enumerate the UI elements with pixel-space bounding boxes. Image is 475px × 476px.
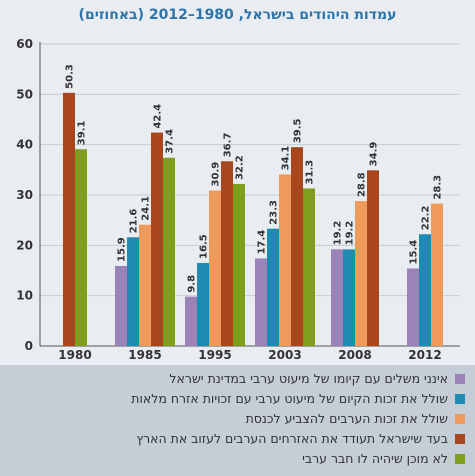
legend-swatch [455, 433, 465, 444]
y-tick-label: 40 [16, 138, 33, 152]
bar [419, 234, 431, 346]
data-label: 39.5 [293, 118, 304, 143]
bar [355, 201, 367, 346]
legend-item: בעד שישראל תעודד את האזרחים הערבים לעזוב… [136, 431, 465, 446]
legend-item: לא מוכן שיהיה לו חבר ערבי [302, 451, 465, 466]
data-label: 15.4 [409, 240, 420, 265]
bar [151, 132, 163, 346]
legend-swatch [455, 413, 465, 424]
gridlines [40, 43, 460, 297]
data-label: 15.9 [117, 237, 128, 262]
data-label: 23.3 [269, 200, 280, 225]
data-label: 30.9 [211, 162, 222, 187]
data-label: 28.3 [433, 175, 444, 200]
legend-label: שולל את זכות הערבים להצביע לכנסת [245, 411, 448, 426]
bar [75, 149, 87, 346]
bar [139, 224, 151, 346]
data-label: 34.1 [281, 146, 292, 171]
data-label: 50.3 [65, 64, 76, 89]
data-label: 22.2 [421, 206, 432, 231]
axes: 0 10 20 30 40 50 60 1980 1985 1995 2003 2008 2012 [16, 37, 460, 362]
legend-label: שולל את זכות הקיום של מיעוט ערבי עם זכוי… [131, 391, 448, 406]
y-tick-label: 50 [16, 87, 33, 101]
chart-title: עמדות היהודים בישראל, 1980–2012 (באחוזים… [78, 7, 397, 23]
data-label: 31.3 [305, 160, 316, 185]
bar [163, 157, 175, 346]
data-label: 36.7 [223, 133, 234, 158]
x-tick-label: 1995 [198, 348, 231, 362]
legend-item: שולל את זכות הקיום של מיעוט ערבי עם זכוי… [131, 391, 465, 406]
data-label: 9.8 [187, 275, 198, 293]
x-tick-label: 2008 [338, 348, 371, 362]
legend-item: אינני משלים עם קיומו של מיעוט ערבי במדינ… [169, 371, 465, 386]
legend-label: אינני משלים עם קיומו של מיעוט ערבי במדינ… [169, 371, 448, 386]
data-label: 37.4 [165, 129, 176, 154]
legend-swatch [455, 393, 465, 404]
y-tick-label: 0 [25, 339, 33, 353]
bars [63, 92, 443, 346]
bar [185, 296, 197, 346]
bar [63, 92, 75, 346]
bar [209, 190, 221, 346]
data-label: 19.2 [345, 221, 356, 246]
bar [233, 183, 245, 346]
bar [431, 203, 443, 346]
x-tick-label: 1985 [128, 348, 161, 362]
legend-swatch [455, 453, 465, 464]
bar [291, 147, 303, 346]
data-label: 39.1 [77, 120, 88, 145]
legend-label: לא מוכן שיהיה לו חבר ערבי [302, 451, 448, 466]
bar [115, 265, 127, 346]
bar [279, 174, 291, 346]
data-label: 28.8 [357, 172, 368, 197]
legend-label: בעד שישראל תעודד את האזרחים הערבים לעזוב… [136, 431, 448, 446]
bar-chart: 0 10 20 30 40 50 60 1980 1985 1995 2003 2008 2012 50… [16, 37, 460, 362]
data-label: 19.2 [333, 221, 344, 246]
data-label: 24.1 [141, 196, 152, 221]
x-tick-label: 2012 [408, 348, 441, 362]
data-label: 42.4 [153, 104, 164, 129]
bar [407, 268, 419, 346]
data-label: 16.5 [199, 234, 210, 259]
bar [367, 170, 379, 346]
data-labels: 50.339.115.921.624.142.437.49.816.530.93… [65, 64, 444, 293]
y-tick-label: 60 [16, 37, 33, 51]
y-tick-label: 20 [16, 238, 33, 252]
y-tick-label: 10 [16, 289, 33, 303]
data-label: 17.4 [257, 230, 268, 255]
data-label: 34.9 [369, 142, 380, 167]
legend: אינני משלים עם קיומו של מיעוט ערבי במדינ… [0, 365, 475, 476]
bar [267, 228, 279, 346]
x-tick-label: 2003 [268, 348, 301, 362]
bar [303, 188, 315, 346]
y-tick-label: 30 [16, 188, 33, 202]
legend-swatch [455, 373, 465, 384]
bar [343, 249, 355, 346]
bar [255, 258, 267, 346]
x-tick-label: 1980 [58, 348, 91, 362]
bar [197, 262, 209, 346]
bar [221, 161, 233, 346]
data-label: 21.6 [129, 209, 140, 234]
bar [331, 249, 343, 346]
data-label: 32.2 [235, 155, 246, 180]
bar [127, 237, 139, 346]
legend-item: שולל את זכות הערבים להצביע לכנסת [246, 411, 465, 426]
